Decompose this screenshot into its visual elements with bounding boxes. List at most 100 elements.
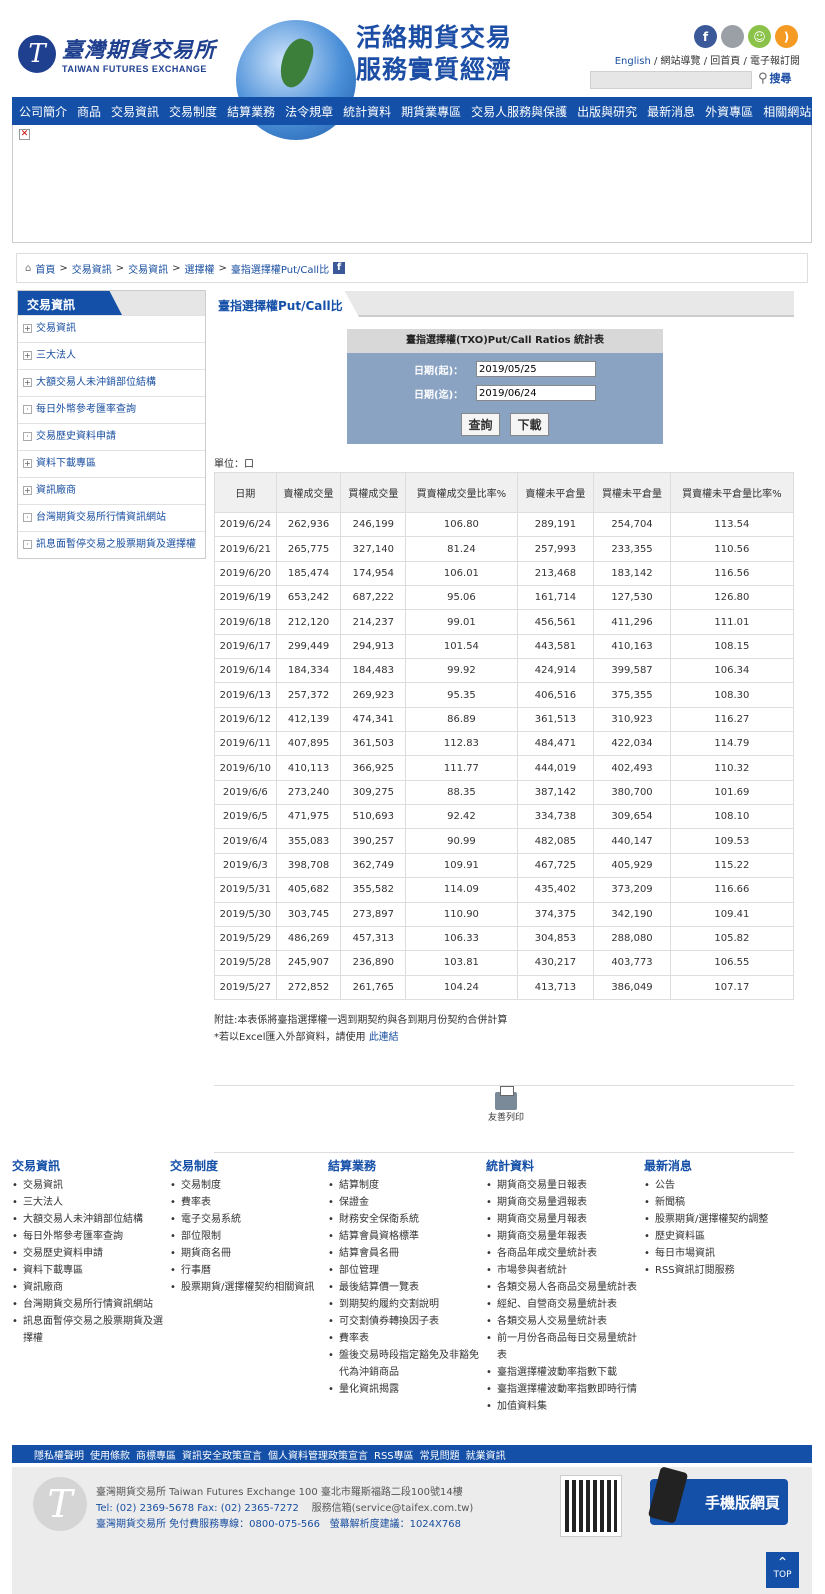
sitemap-link[interactable]: 市場參與者統計 (486, 1262, 638, 1279)
footer-bar-link[interactable]: 常見問題 (419, 1450, 460, 1462)
sitemap-link[interactable]: 財務安全保衛系統 (328, 1211, 480, 1228)
sidebar-item[interactable]: · 每日外幣參考匯率查詢 (18, 396, 205, 423)
start-date-input[interactable] (476, 361, 596, 377)
nav-item[interactable]: 交易資訊 (111, 104, 160, 119)
sitemap-link[interactable]: 結算會員資格標準 (328, 1228, 480, 1245)
apple-icon[interactable] (721, 25, 744, 48)
footer-bar-link[interactable]: 隱私權聲明 (34, 1450, 84, 1462)
sitemap-link[interactable]: 臺指選擇權波動率指數下載 (486, 1364, 638, 1381)
sitemap-link[interactable]: 各商品年成交量統計表 (486, 1245, 638, 1262)
sitemap-link[interactable]: 可交割債券轉換因子表 (328, 1313, 480, 1330)
sidebar-item[interactable]: + 三大法人 (18, 342, 205, 369)
sitemap-link[interactable]: RSS資訊訂閱服務 (644, 1262, 796, 1279)
sitemap-link[interactable]: 最後結算價一覽表 (328, 1279, 480, 1296)
footer-bar-link[interactable]: 就業資訊 (465, 1450, 506, 1462)
sitemap-heading[interactable]: 最新消息 (644, 1159, 693, 1173)
breadcrumb-item[interactable]: 選擇權 (184, 264, 215, 276)
nav-item[interactable]: 期貨業專區 (401, 104, 462, 119)
download-button[interactable]: 下載 (510, 413, 549, 436)
sitemap-link[interactable]: 結算會員名冊 (328, 1245, 480, 1262)
newsletter-link[interactable]: 電子報訂閱 (750, 56, 800, 67)
sitemap-link[interactable]: 保證金 (328, 1194, 480, 1211)
breadcrumb-current[interactable]: 臺指選擇權Put/Call比 (230, 264, 330, 276)
sitemap-link[interactable]: 期貨商交易量週報表 (486, 1194, 638, 1211)
print-button[interactable]: 友善列印 (476, 1086, 536, 1123)
end-date-input[interactable] (476, 385, 596, 401)
sitemap-link[interactable]: 盤後交易時段指定豁免及非豁免代為沖銷商品 (328, 1347, 480, 1381)
sitemap-link[interactable]: 部位管理 (328, 1262, 480, 1279)
sitemap-link[interactable]: 三大法人 (12, 1194, 164, 1211)
rss-icon[interactable]: ) (775, 25, 798, 48)
sitemap-link[interactable]: 每日外幣參考匯率查詢 (12, 1228, 164, 1245)
footer-bar-link[interactable]: 個人資料管理政策宣言 (268, 1450, 368, 1462)
sitemap-link[interactable]: 各類交易人各商品交易量統計表 (486, 1279, 638, 1296)
breadcrumb-home[interactable]: 首頁 (35, 264, 56, 276)
sitemap-heading[interactable]: 統計資料 (486, 1159, 535, 1173)
sitemap-link[interactable]: 費率表 (328, 1330, 480, 1347)
excel-link[interactable]: 此連結 (368, 1032, 399, 1043)
search-input[interactable] (590, 71, 752, 89)
nav-item[interactable]: 交易人服務與保護 (471, 104, 568, 119)
taifex-logo[interactable]: T 臺灣期貨交易所 TAIWAN FUTURES EXCHANGE (18, 34, 216, 74)
english-link[interactable]: English (614, 56, 651, 67)
sitemap-heading[interactable]: 交易制度 (170, 1159, 219, 1173)
sitemap-link[interactable]: 新聞稿 (644, 1194, 796, 1211)
sitemap-link[interactable]: 網站導覽 (660, 56, 701, 67)
sitemap-link[interactable]: 前一月份各商品每日交易量統計表 (486, 1330, 638, 1364)
sitemap-link[interactable]: 股票期貨/選擇權契約調整 (644, 1211, 796, 1228)
nav-item[interactable]: 法令規章 (285, 104, 334, 119)
footer-bar-link[interactable]: 使用條款 (90, 1450, 130, 1462)
nav-item[interactable]: 交易制度 (169, 104, 218, 119)
sitemap-link[interactable]: 結算制度 (328, 1177, 480, 1194)
sitemap-link[interactable]: 各類交易人交易量統計表 (486, 1313, 638, 1330)
nav-item[interactable]: 商品 (77, 104, 102, 119)
sitemap-link[interactable]: 期貨商交易量日報表 (486, 1177, 638, 1194)
nav-item[interactable]: 統計資料 (343, 104, 392, 119)
nav-item[interactable]: 相關網站 (763, 104, 812, 119)
sitemap-link[interactable]: 交易歷史資料申請 (12, 1245, 164, 1262)
nav-item[interactable]: 出版與研究 (577, 104, 638, 119)
back-to-top-button[interactable]: ⌃ TOP (766, 1552, 799, 1588)
sitemap-link[interactable]: 加值資料集 (486, 1398, 638, 1415)
facebook-icon[interactable]: f (694, 25, 717, 48)
sidebar-item[interactable]: · 交易歷史資料申請 (18, 423, 205, 450)
nav-item[interactable]: 公司簡介 (19, 104, 68, 119)
sitemap-link[interactable]: 臺指選擇權波動率指數即時行情 (486, 1381, 638, 1398)
android-icon[interactable]: ☺ (748, 25, 771, 48)
footer-bar-link[interactable]: RSS專區 (374, 1450, 414, 1462)
nav-item[interactable]: 結算業務 (227, 104, 276, 119)
sidebar-item[interactable]: + 大額交易人未沖銷部位結構 (18, 369, 205, 396)
facebook-share-icon[interactable]: f (333, 262, 346, 274)
search-button[interactable]: ⚲ 搜尋 (758, 70, 792, 86)
sitemap-link[interactable]: 部位限制 (170, 1228, 322, 1245)
sitemap-link[interactable]: 費率表 (170, 1194, 322, 1211)
breadcrumb-item[interactable]: 交易資訊 (71, 264, 112, 276)
sitemap-heading[interactable]: 結算業務 (328, 1159, 377, 1173)
sitemap-link[interactable]: 期貨商交易量月報表 (486, 1211, 638, 1228)
sitemap-link[interactable]: 股票期貨/選擇權契約相關資訊 (170, 1279, 322, 1296)
footer-bar-link[interactable]: 商標專區 (136, 1450, 176, 1462)
sidebar-item[interactable]: + 資料下載專區 (18, 450, 205, 477)
sitemap-link[interactable]: 大額交易人未沖銷部位結構 (12, 1211, 164, 1228)
sitemap-link[interactable]: 資訊廠商 (12, 1279, 164, 1296)
nav-item[interactable]: 外資專區 (705, 104, 754, 119)
sitemap-heading[interactable]: 交易資訊 (12, 1159, 61, 1173)
mobile-version-button[interactable]: 手機版網頁 (647, 1466, 788, 1525)
sitemap-link[interactable]: 行事曆 (170, 1262, 322, 1279)
sitemap-link[interactable]: 公告 (644, 1177, 796, 1194)
sitemap-link[interactable]: 交易資訊 (12, 1177, 164, 1194)
home-link[interactable]: 回首頁 (710, 56, 741, 67)
nav-item[interactable]: 最新消息 (647, 104, 696, 119)
sitemap-link[interactable]: 電子交易系統 (170, 1211, 322, 1228)
sitemap-link[interactable]: 經紀、自營商交易量統計表 (486, 1296, 638, 1313)
sidebar-item[interactable]: + 資訊廠商 (18, 477, 205, 504)
sidebar-item[interactable]: · 訊息面暫停交易之股票期貨及選擇權 (18, 531, 205, 558)
sitemap-link[interactable]: 歷史資料區 (644, 1228, 796, 1245)
sitemap-link[interactable]: 每日市場資訊 (644, 1245, 796, 1262)
sitemap-link[interactable]: 訊息面暫停交易之股票期貨及選擇權 (12, 1313, 164, 1347)
sitemap-link[interactable]: 到期契約履約交割說明 (328, 1296, 480, 1313)
sitemap-link[interactable]: 期貨商名冊 (170, 1245, 322, 1262)
sitemap-link[interactable]: 交易制度 (170, 1177, 322, 1194)
sidebar-item[interactable]: · 台灣期貨交易所行情資訊網站 (18, 504, 205, 531)
footer-bar-link[interactable]: 資訊安全政策宣言 (182, 1450, 262, 1462)
